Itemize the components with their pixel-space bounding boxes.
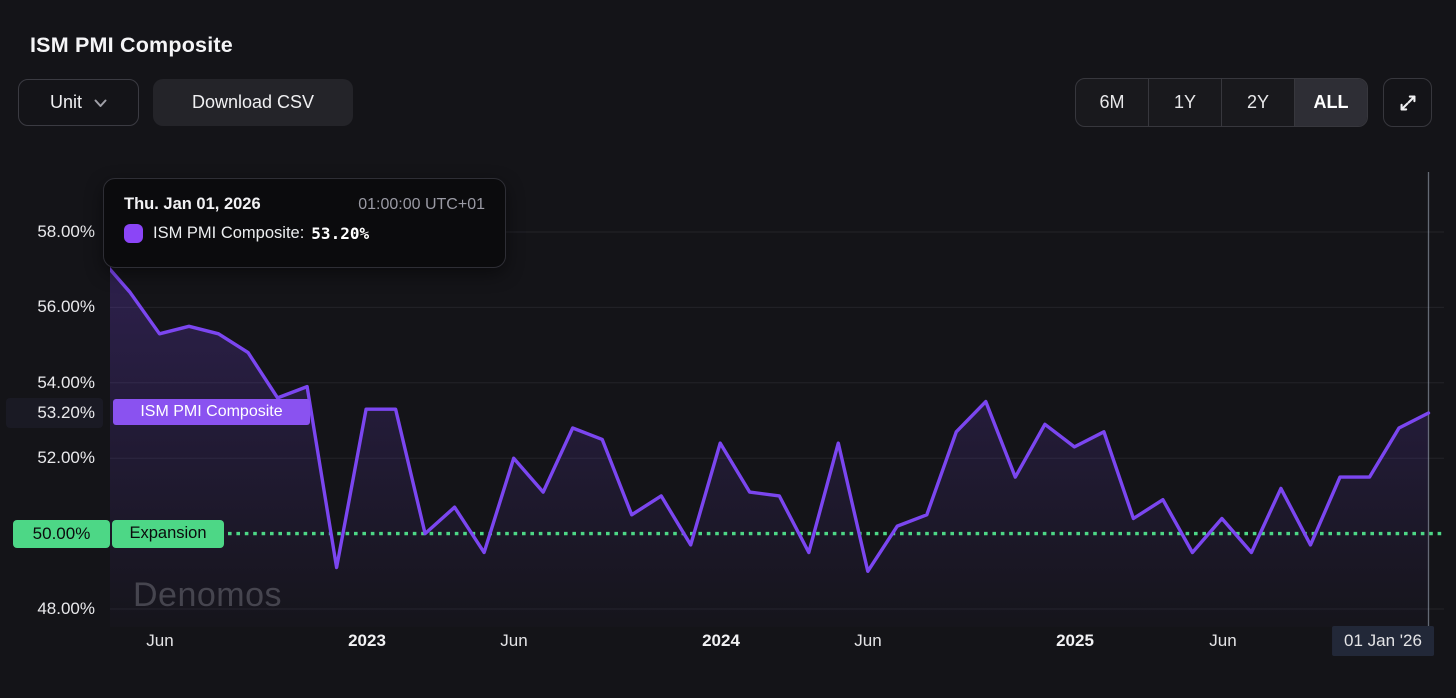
x-axis-label: Jun bbox=[146, 631, 174, 650]
range-button-1y[interactable]: 1Y bbox=[1148, 79, 1221, 126]
x-axis-label: Jun bbox=[500, 631, 528, 650]
x-axis-crosshair-label: 01 Jan '26 bbox=[1332, 626, 1434, 656]
x-axis-label: Jun bbox=[854, 631, 882, 650]
watermark: Denomos bbox=[133, 576, 283, 614]
tooltip-series-value: 53.20% bbox=[311, 224, 370, 243]
x-axis-label: Jun bbox=[1209, 631, 1237, 650]
chart-tooltip: Thu. Jan 01, 2026 01:00:00 UTC+01 ISM PM… bbox=[103, 178, 506, 268]
chevron-down-icon bbox=[94, 99, 107, 107]
tooltip-time: 01:00:00 UTC+01 bbox=[358, 196, 485, 213]
y-axis-label: 48.00% bbox=[37, 599, 95, 618]
y-axis-label: 58.00% bbox=[37, 222, 95, 241]
tooltip-series-label: ISM PMI Composite: bbox=[153, 224, 305, 242]
grid-lines bbox=[110, 231, 1444, 610]
x-axis-label: 2024 bbox=[702, 631, 740, 650]
expand-button[interactable] bbox=[1383, 78, 1432, 127]
range-button-2y[interactable]: 2Y bbox=[1221, 79, 1294, 126]
range-button-all[interactable]: ALL bbox=[1294, 79, 1367, 126]
unit-dropdown[interactable]: Unit bbox=[18, 79, 139, 126]
download-csv-button[interactable]: Download CSV bbox=[153, 79, 353, 126]
tooltip-date: Thu. Jan 01, 2026 bbox=[124, 195, 261, 213]
expand-icon bbox=[1400, 95, 1415, 110]
range-button-6m[interactable]: 6M bbox=[1099, 92, 1125, 112]
page-title: ISM PMI Composite bbox=[30, 33, 233, 57]
unit-dropdown-label: Unit bbox=[49, 92, 82, 112]
y-axis-label: 56.00% bbox=[37, 297, 95, 317]
range-selector: 6M 1Y 2Y ALL bbox=[1075, 78, 1368, 127]
y-axis-label: 54.00% bbox=[37, 372, 95, 392]
y-axis-threshold-label: 50.00% bbox=[13, 519, 110, 548]
area-fill bbox=[110, 269, 1429, 627]
x-axis-label: 2025 bbox=[1056, 631, 1094, 650]
series-value-badge: ISM PMI Composite bbox=[113, 398, 310, 425]
series-color-swatch bbox=[124, 224, 143, 243]
series-line bbox=[110, 266, 1431, 573]
y-axis-label: 52.00% bbox=[37, 448, 95, 468]
download-csv-label: Download CSV bbox=[191, 92, 315, 112]
x-axis-label: 2023 bbox=[348, 631, 386, 650]
expansion-threshold-badge: Expansion bbox=[112, 519, 224, 548]
y-axis-current-value-label: 53.20% bbox=[6, 397, 103, 428]
